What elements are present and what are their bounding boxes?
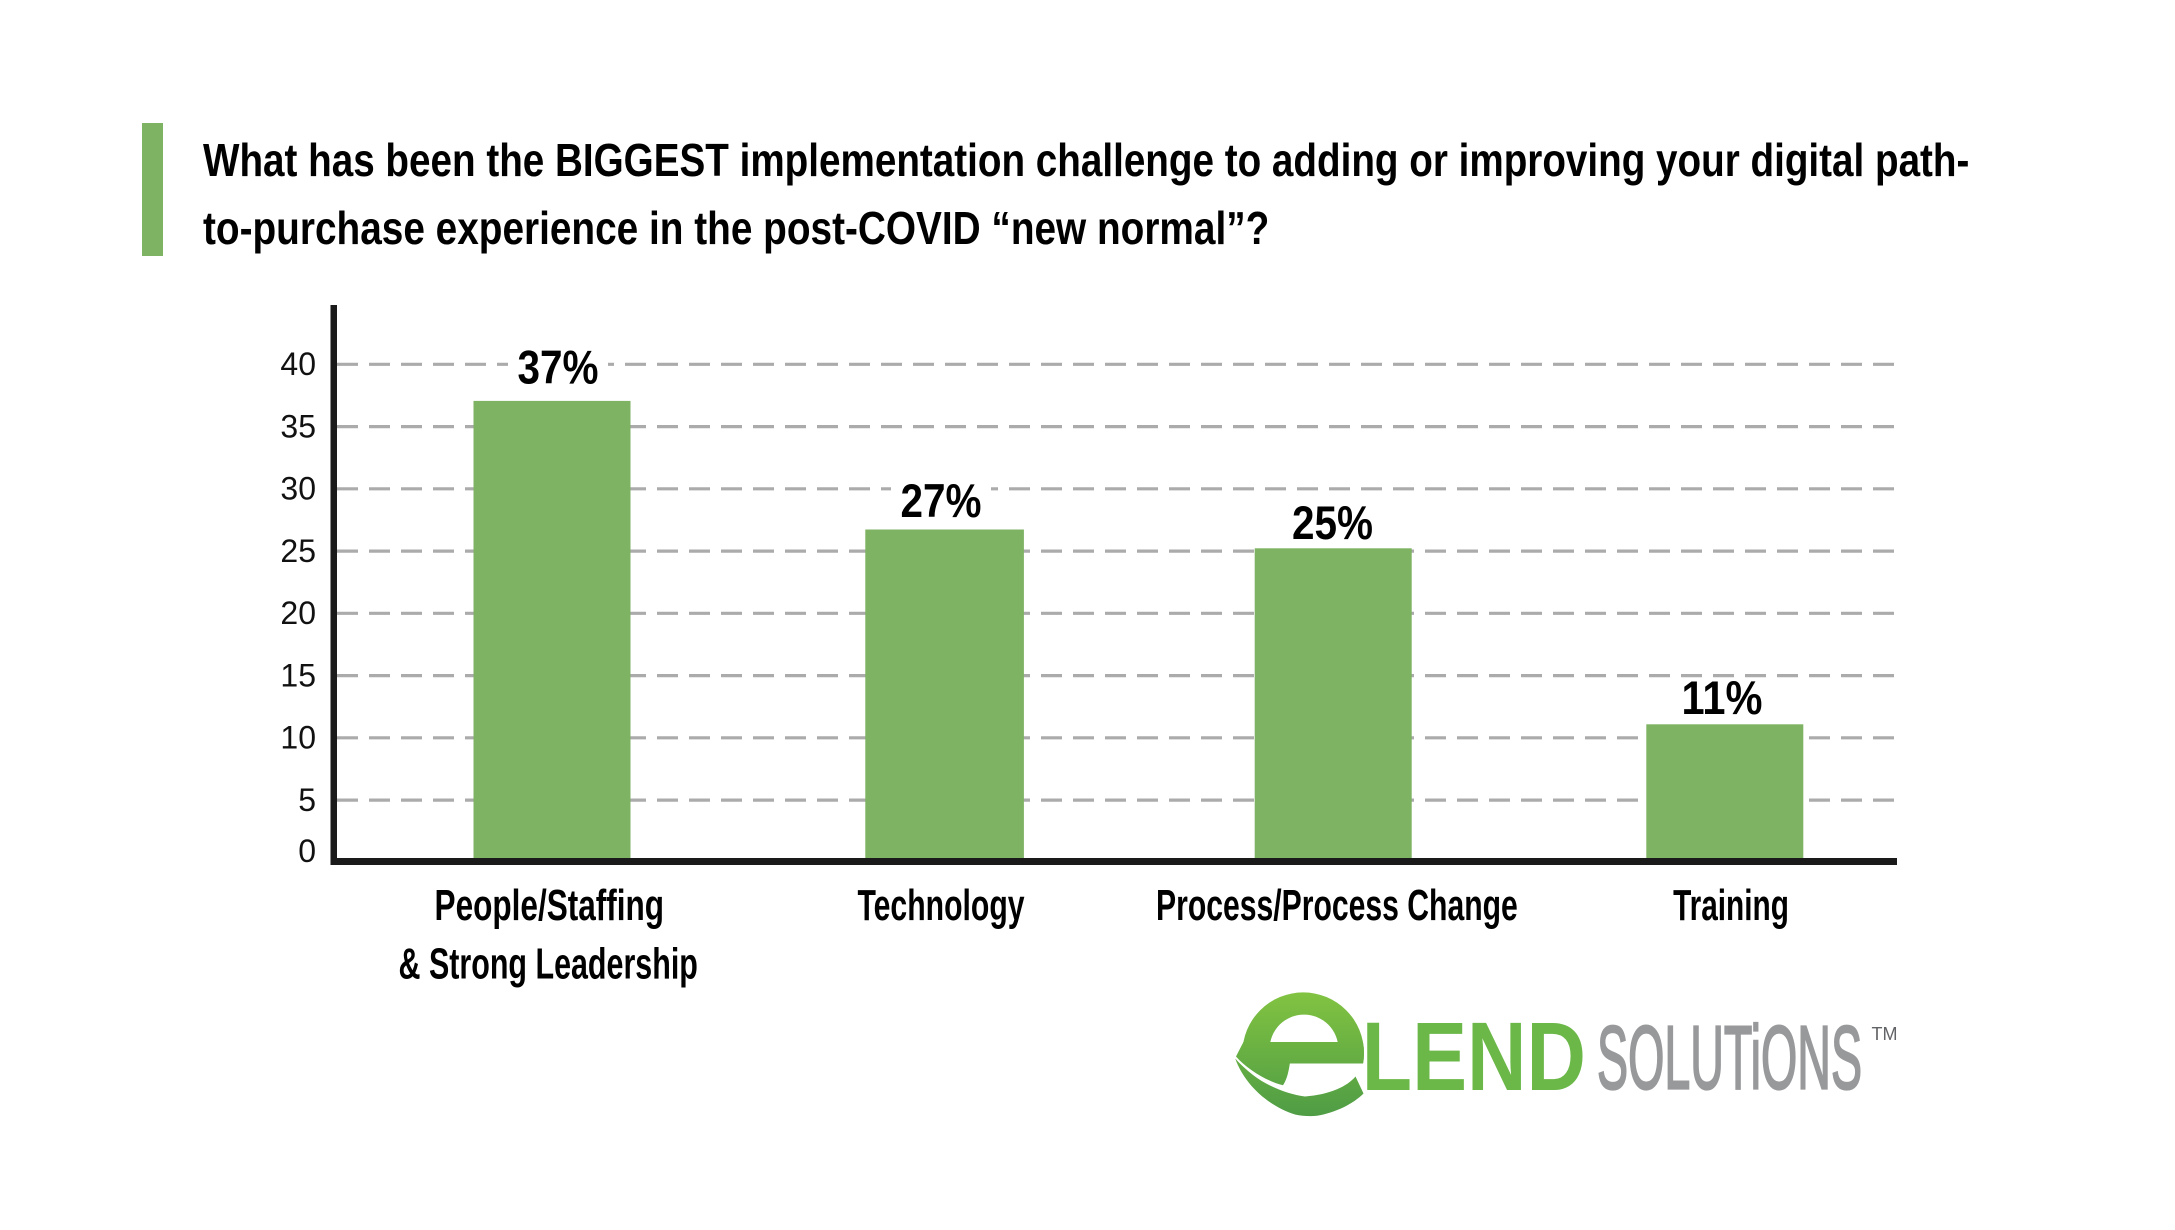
svg-text:Training: Training: [1673, 880, 1789, 929]
svg-text:LEND: LEND: [1362, 1004, 1586, 1112]
svg-text:0: 0: [298, 833, 316, 869]
svg-text:What has been the BIGGEST impl: What has been the BIGGEST implementation…: [203, 135, 1969, 186]
svg-text:20: 20: [280, 595, 316, 631]
svg-text:People/Staffing: People/Staffing: [435, 881, 665, 930]
svg-text:Technology: Technology: [857, 880, 1024, 929]
svg-text:10: 10: [280, 720, 316, 756]
svg-text:25: 25: [280, 533, 316, 569]
svg-text:40: 40: [280, 346, 316, 382]
svg-text:SOLUTiONS: SOLUTiONS: [1597, 1008, 1862, 1108]
svg-text:35: 35: [280, 408, 316, 444]
svg-text:Process/Process Change: Process/Process Change: [1156, 880, 1518, 929]
svg-text:15: 15: [280, 657, 316, 693]
svg-text:to-purchase experience in the: to-purchase experience in the post-COVID…: [203, 203, 1269, 255]
svg-text:37%: 37%: [518, 342, 599, 395]
svg-text:27%: 27%: [901, 475, 982, 528]
svg-text:& Strong Leadership: & Strong Leadership: [399, 940, 698, 989]
svg-text:11%: 11%: [1682, 672, 1763, 724]
svg-text:25%: 25%: [1292, 497, 1373, 550]
svg-text:30: 30: [280, 471, 316, 507]
svg-text:TM: TM: [1872, 1024, 1898, 1044]
svg-text:5: 5: [298, 782, 316, 818]
